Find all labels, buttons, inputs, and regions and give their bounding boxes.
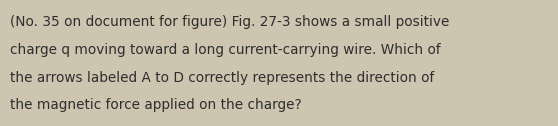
Text: the magnetic force applied on the charge?: the magnetic force applied on the charge… [10,98,302,112]
Text: charge q moving toward a long current-carrying wire. Which of: charge q moving toward a long current-ca… [10,43,441,57]
Text: the arrows labeled A to D correctly represents the direction of: the arrows labeled A to D correctly repr… [10,71,434,85]
Text: (No. 35 on document for figure) Fig. 27-3 shows a small positive: (No. 35 on document for figure) Fig. 27-… [10,15,449,29]
